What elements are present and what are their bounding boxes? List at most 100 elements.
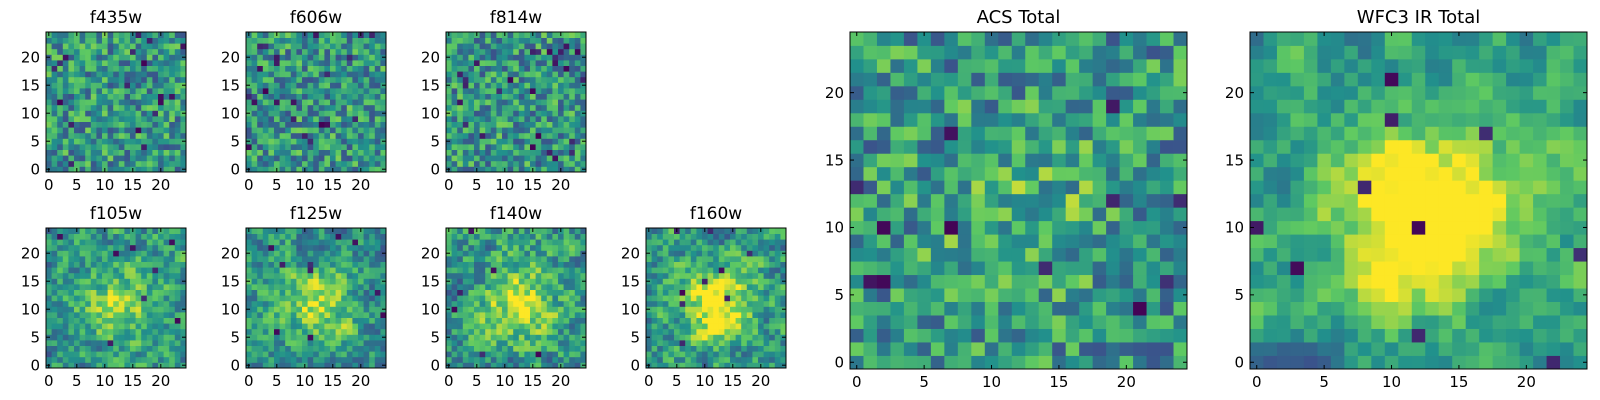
heatmap-cell (74, 127, 80, 133)
heatmap-cell (463, 329, 469, 335)
heatmap-cell (1133, 288, 1147, 302)
heatmap-cell (508, 340, 514, 346)
heatmap-cell (1174, 167, 1188, 181)
heatmap-cell (713, 346, 719, 352)
heatmap-cell (285, 127, 291, 133)
heatmap-cell (319, 245, 325, 251)
heatmap-cell (775, 228, 781, 234)
heatmap-cell (564, 334, 570, 340)
heatmap-cell (758, 301, 764, 307)
heatmap-cell (175, 66, 181, 72)
heatmap-cell (904, 153, 918, 167)
heatmap-cell (536, 351, 542, 357)
heatmap-cell (308, 110, 314, 116)
heatmap-cell (741, 262, 747, 268)
heatmap-cell (775, 262, 781, 268)
heatmap-cell (564, 329, 570, 335)
heatmap-cell (352, 60, 358, 66)
heatmap-cell (513, 329, 519, 335)
heatmap-cell (169, 150, 175, 156)
heatmap-cell (480, 150, 486, 156)
heatmap-cell (257, 234, 263, 240)
heatmap-cell (468, 105, 474, 111)
heatmap-cell (52, 60, 58, 66)
heatmap-cell (708, 262, 714, 268)
heatmap-cell (446, 351, 452, 357)
heatmap-cell (319, 262, 325, 268)
heatmap-cell (904, 180, 918, 194)
heatmap-cell (68, 94, 74, 100)
heatmap-cell (502, 155, 508, 161)
heatmap-cell (308, 306, 314, 312)
heatmap-cell (324, 290, 330, 296)
heatmap-cell (971, 342, 985, 356)
heatmap-cell (341, 228, 347, 234)
heatmap-cell (877, 194, 891, 208)
heatmap-cell (877, 356, 891, 370)
heatmap-cell (541, 245, 547, 251)
heatmap-cell (141, 105, 147, 111)
heatmap-cell (96, 273, 102, 279)
heatmap-cell (63, 346, 69, 352)
heatmap-cell (652, 267, 658, 273)
heatmap-cell (274, 82, 280, 88)
heatmap-cell (252, 49, 258, 55)
heatmap-cell (108, 267, 114, 273)
heatmap-cell (130, 77, 136, 83)
heatmap-cell (80, 346, 86, 352)
heatmap-cell (169, 32, 175, 38)
heatmap-cell (1174, 329, 1188, 343)
heatmap-cell (252, 340, 258, 346)
heatmap-cell (63, 245, 69, 251)
heatmap-cell (257, 278, 263, 284)
heatmap-cell (364, 60, 370, 66)
heatmap-cell (502, 82, 508, 88)
heatmap-cell (1012, 167, 1026, 181)
heatmap-cell (147, 290, 153, 296)
heatmap-cell (352, 312, 358, 318)
heatmap-cell (347, 38, 353, 44)
heatmap-cell (352, 77, 358, 83)
heatmap-cell (285, 99, 291, 105)
heatmap-cell (369, 122, 375, 128)
heatmap-cell (130, 329, 136, 335)
heatmap-cell (302, 99, 308, 105)
heatmap-cell (513, 245, 519, 251)
x-tick-label: 10 (295, 372, 314, 390)
heatmap-cell (513, 295, 519, 301)
heatmap-cell (375, 284, 381, 290)
heatmap-cell (68, 116, 74, 122)
heatmap-cell (136, 340, 142, 346)
heatmap-cell (274, 94, 280, 100)
heatmap-cell (558, 262, 564, 268)
heatmap-cell (352, 290, 358, 296)
heatmap-cell (252, 138, 258, 144)
heatmap-cell (519, 116, 525, 122)
heatmap-cell (124, 312, 130, 318)
heatmap-cell (680, 290, 686, 296)
heatmap-cell (446, 290, 452, 296)
heatmap-cell (308, 66, 314, 72)
heatmap-cell (57, 334, 63, 340)
heatmap-cell (480, 256, 486, 262)
heatmap-cell (691, 346, 697, 352)
heatmap-cell (541, 71, 547, 77)
heatmap-cell (46, 318, 52, 324)
heatmap-cell (1012, 329, 1026, 343)
heatmap-cell (136, 77, 142, 83)
heatmap-cell (130, 110, 136, 116)
heatmap-cell (463, 340, 469, 346)
heatmap-cell (136, 295, 142, 301)
heatmap-cell (130, 351, 136, 357)
heatmap-cell (558, 329, 564, 335)
heatmap-cell (268, 82, 274, 88)
heatmap-cell (713, 234, 719, 240)
heatmap-cell (575, 306, 581, 312)
heatmap-cell (758, 284, 764, 290)
heatmap-cell (252, 110, 258, 116)
heatmap-cell (1079, 342, 1093, 356)
heatmap-cell (280, 284, 286, 290)
heatmap-cell (85, 88, 91, 94)
heatmap-cell (547, 77, 553, 83)
heatmap-cell (147, 334, 153, 340)
